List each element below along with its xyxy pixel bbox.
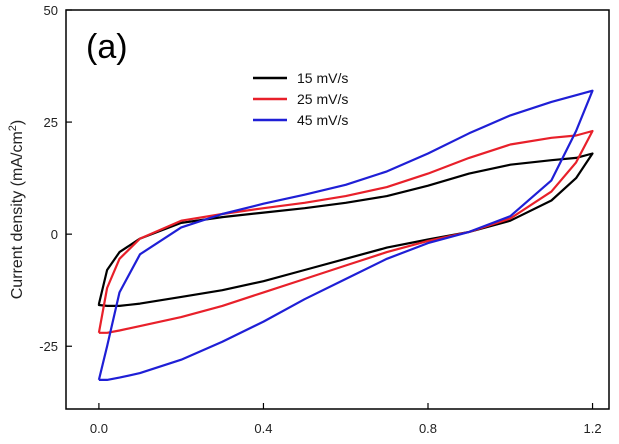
x-tick-label: 0.4 [254, 421, 272, 436]
y-axis-title: Current density (mA/cm2) [7, 120, 26, 300]
y-axis-title-main: Current density (mA/cm [9, 131, 26, 299]
x-tick-label: 0.0 [90, 421, 108, 436]
legend: 15 mV/s 25 mV/s 45 mV/s [253, 70, 348, 128]
y-tick-label: 25 [44, 115, 58, 130]
legend-label: 25 mV/s [297, 91, 348, 107]
y-axis-title-end: ) [9, 120, 26, 125]
legend-label: 15 mV/s [297, 70, 348, 86]
series-line-45-mv-s [97, 89, 594, 381]
series-layer [97, 89, 594, 381]
legend-label: 45 mV/s [297, 112, 348, 128]
x-tick-label: 1.2 [584, 421, 602, 436]
y-tick-label: -25 [39, 339, 58, 354]
series-line-15-mv-s [97, 152, 594, 307]
plot-frame [65, 9, 610, 410]
x-tick-label: 0.8 [419, 421, 437, 436]
axis-ticks: 0.0 0.4 0.8 1.2 -25 0 25 50 [39, 3, 601, 436]
panel-label: (a) [86, 28, 128, 66]
y-tick-label: 0 [51, 227, 58, 242]
y-axis-title-sup: 2 [7, 125, 19, 131]
y-tick-label: 50 [44, 3, 58, 18]
